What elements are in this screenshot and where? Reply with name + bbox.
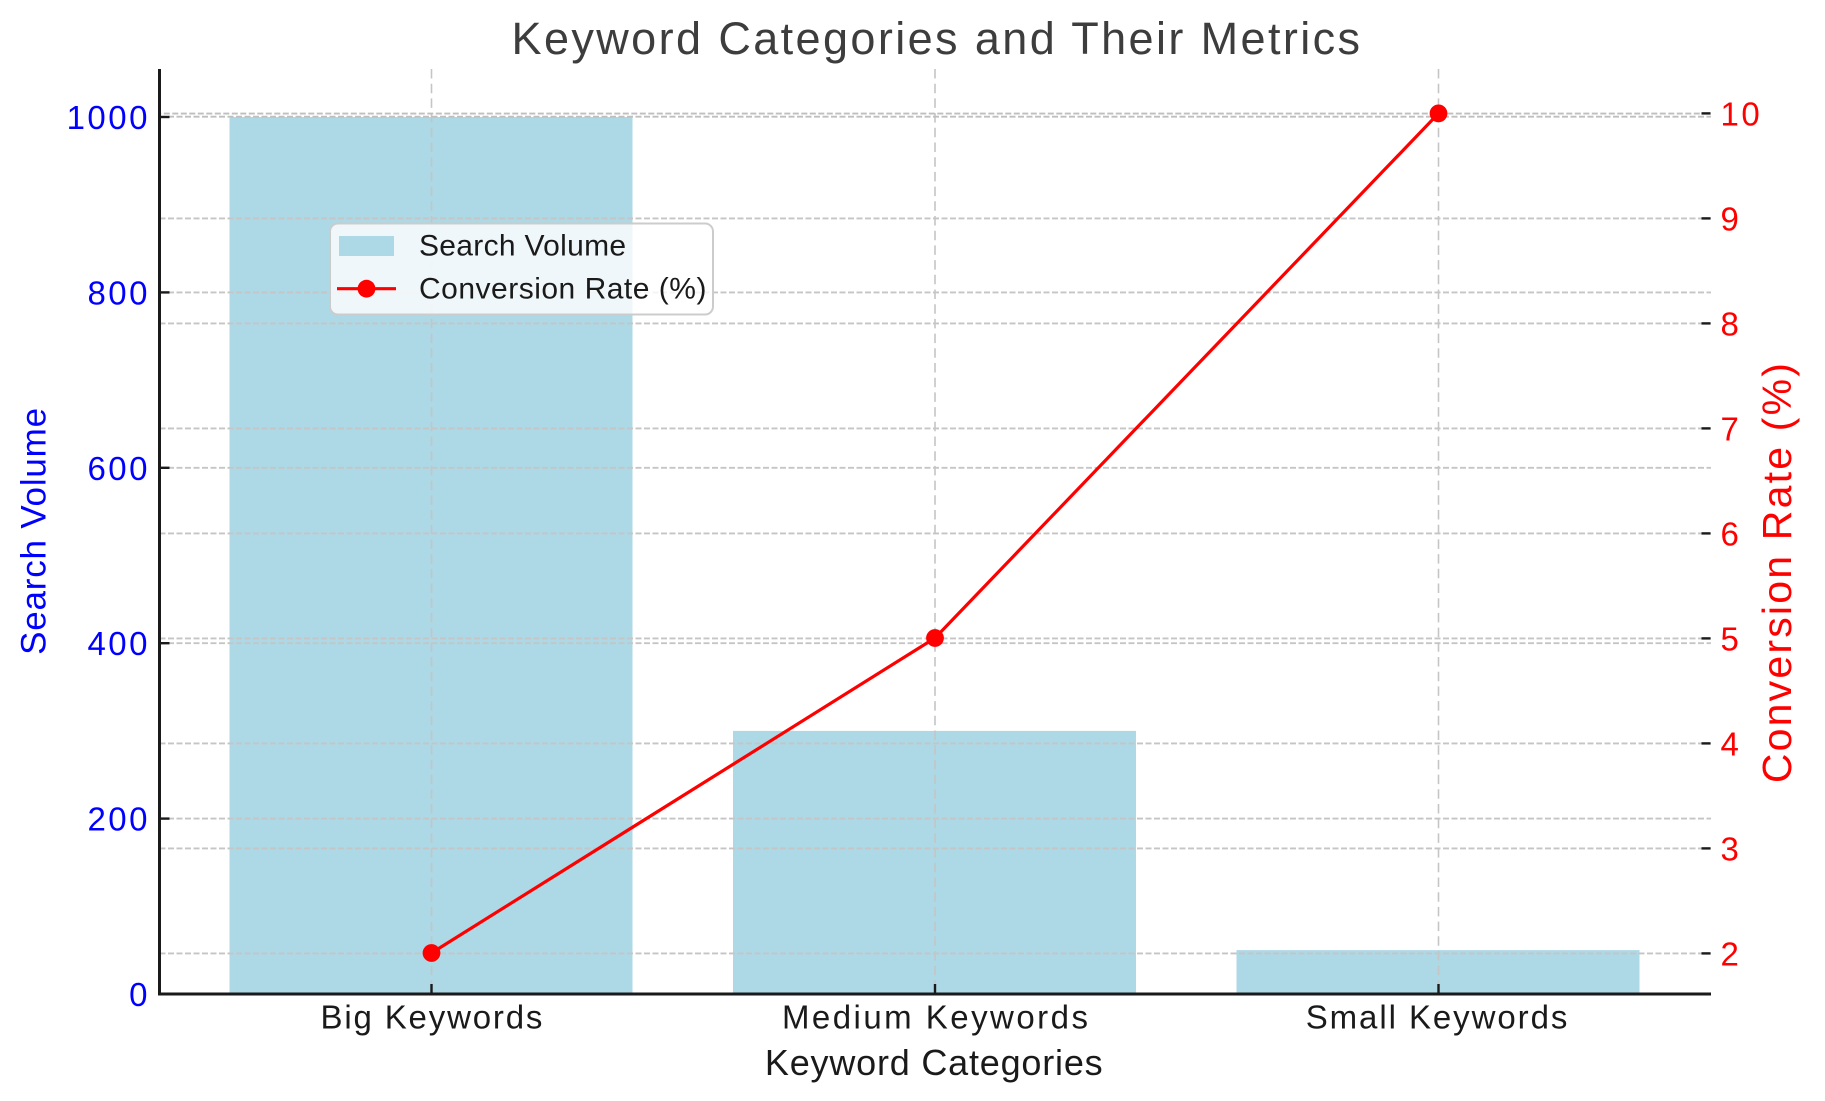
svg-text:400: 400	[87, 625, 150, 662]
svg-text:Search Volume: Search Volume	[419, 230, 626, 263]
svg-text:1000: 1000	[67, 99, 150, 136]
svg-text:Medium Keywords: Medium Keywords	[782, 999, 1090, 1036]
svg-text:800: 800	[87, 274, 150, 311]
svg-text:8: 8	[1721, 305, 1742, 342]
svg-text:Conversion Rate (%): Conversion Rate (%)	[1754, 361, 1800, 783]
svg-text:600: 600	[87, 450, 150, 487]
svg-text:0: 0	[129, 976, 150, 1013]
svg-text:7: 7	[1721, 410, 1742, 447]
svg-text:4: 4	[1721, 725, 1742, 762]
svg-text:2: 2	[1721, 935, 1742, 972]
svg-text:5: 5	[1721, 620, 1742, 657]
svg-text:Big Keywords: Big Keywords	[321, 999, 545, 1036]
svg-text:6: 6	[1721, 515, 1742, 552]
svg-text:Small Keywords: Small Keywords	[1306, 999, 1570, 1036]
svg-text:Search Volume: Search Volume	[15, 407, 54, 655]
svg-text:200: 200	[87, 801, 150, 838]
svg-text:10: 10	[1721, 95, 1763, 132]
svg-text:Keyword Categories and Their M: Keyword Categories and Their Metrics	[512, 13, 1363, 64]
svg-text:Keyword Categories: Keyword Categories	[765, 1042, 1104, 1083]
svg-text:Conversion Rate (%): Conversion Rate (%)	[419, 273, 707, 306]
svg-text:3: 3	[1721, 830, 1742, 867]
svg-text:9: 9	[1721, 200, 1742, 237]
